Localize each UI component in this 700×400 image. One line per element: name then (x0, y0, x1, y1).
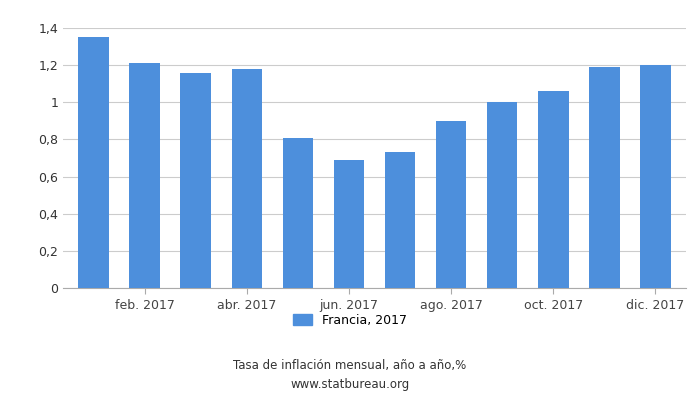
Text: www.statbureau.org: www.statbureau.org (290, 378, 410, 391)
Bar (334, 160, 364, 288)
Bar (232, 69, 262, 288)
Text: Tasa de inflación mensual, año a año,%: Tasa de inflación mensual, año a año,% (233, 360, 467, 372)
Legend: Francia, 2017: Francia, 2017 (288, 309, 412, 332)
Bar (181, 72, 211, 288)
Bar (486, 102, 517, 288)
Bar (589, 67, 620, 288)
Bar (283, 138, 313, 288)
Bar (640, 65, 671, 288)
Bar (130, 63, 160, 288)
Bar (78, 37, 109, 288)
Bar (538, 91, 568, 288)
Bar (385, 152, 415, 288)
Bar (436, 121, 466, 288)
